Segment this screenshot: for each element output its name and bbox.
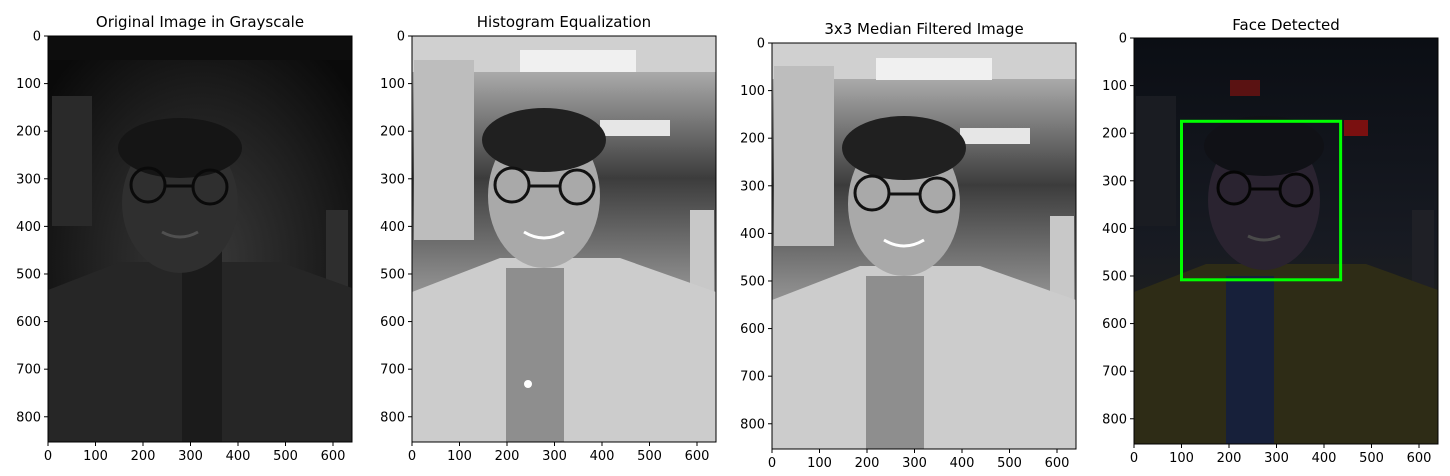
x-axis: 0 100 200 300 400 500 600 bbox=[408, 442, 710, 464]
y-tick-label: 200 bbox=[1102, 127, 1127, 142]
x-tick-label: 500 bbox=[637, 449, 662, 464]
x-tick-label: 300 bbox=[1264, 451, 1289, 466]
y-tick-label: 100 bbox=[380, 77, 405, 92]
x-tick-label: 0 bbox=[1130, 451, 1138, 466]
x-tick-label: 100 bbox=[807, 456, 832, 471]
x-tick-label: 200 bbox=[131, 449, 156, 464]
x-tick-label: 100 bbox=[447, 449, 472, 464]
y-tick-label: 0 bbox=[1119, 32, 1127, 47]
image-color bbox=[1134, 38, 1438, 444]
y-tick-label: 300 bbox=[740, 179, 765, 194]
x-tick-label: 600 bbox=[1045, 456, 1070, 471]
y-tick-label: 800 bbox=[380, 410, 405, 425]
x-tick-label: 100 bbox=[83, 449, 108, 464]
y-tick-label: 600 bbox=[1102, 317, 1127, 332]
face-detection-box bbox=[1180, 119, 1343, 282]
plot-frame bbox=[411, 35, 717, 443]
y-tick-label: 600 bbox=[16, 315, 41, 330]
y-tick-label: 300 bbox=[380, 172, 405, 187]
x-tick-label: 400 bbox=[950, 456, 975, 471]
x-tick-label: 0 bbox=[44, 449, 52, 464]
y-tick-label: 200 bbox=[16, 125, 41, 140]
x-tick-label: 300 bbox=[902, 456, 927, 471]
x-tick-label: 300 bbox=[178, 449, 203, 464]
y-tick-label: 700 bbox=[740, 370, 765, 385]
x-tick-label: 200 bbox=[855, 456, 880, 471]
panel-4: Face Detected 0 100 200 300 400 500 600 0 100 20… bbox=[1102, 16, 1439, 466]
plot-frame bbox=[47, 35, 353, 443]
y-tick-label: 200 bbox=[380, 125, 405, 140]
x-tick-label: 0 bbox=[408, 449, 416, 464]
y-tick-label: 300 bbox=[16, 172, 41, 187]
image-equalized bbox=[412, 36, 716, 442]
plot-frame bbox=[771, 42, 1077, 450]
x-tick-label: 300 bbox=[542, 449, 567, 464]
image-grayscale bbox=[48, 36, 352, 442]
y-tick-label: 400 bbox=[1102, 222, 1127, 237]
y-tick-label: 800 bbox=[16, 410, 41, 425]
x-tick-label: 500 bbox=[1359, 451, 1384, 466]
x-tick-label: 200 bbox=[495, 449, 520, 464]
y-tick-label: 700 bbox=[16, 363, 41, 378]
y-axis: 0 100 200 300 400 500 600 700 800 bbox=[1102, 32, 1134, 427]
y-tick-label: 200 bbox=[740, 132, 765, 147]
y-tick-label: 400 bbox=[380, 220, 405, 235]
x-tick-label: 600 bbox=[321, 449, 346, 464]
y-tick-label: 800 bbox=[740, 417, 765, 432]
y-tick-label: 700 bbox=[380, 363, 405, 378]
x-tick-label: 400 bbox=[1312, 451, 1337, 466]
x-tick-label: 100 bbox=[1169, 451, 1194, 466]
panel-1: Original Image in Grayscale 0 100 200 300 40… bbox=[16, 13, 353, 464]
x-tick-label: 0 bbox=[768, 456, 776, 471]
x-axis: 0 100 200 300 400 500 600 bbox=[44, 442, 346, 464]
y-tick-label: 500 bbox=[1102, 269, 1127, 284]
y-tick-label: 0 bbox=[757, 37, 765, 52]
y-tick-label: 100 bbox=[16, 77, 41, 92]
y-tick-label: 0 bbox=[33, 30, 41, 45]
panel-3: 3x3 Median Filtered Image 0 100 200 300 400 5… bbox=[740, 20, 1077, 471]
y-tick-label: 500 bbox=[380, 267, 405, 282]
x-tick-label: 400 bbox=[590, 449, 615, 464]
y-tick-label: 100 bbox=[740, 84, 765, 99]
x-axis: 0 100 200 300 400 500 600 bbox=[768, 449, 1070, 471]
x-tick-label: 400 bbox=[226, 449, 251, 464]
y-tick-label: 800 bbox=[1102, 412, 1127, 427]
panel-title: 3x3 Median Filtered Image bbox=[824, 20, 1023, 38]
y-tick-label: 0 bbox=[397, 30, 405, 45]
plot-frame bbox=[1133, 37, 1439, 445]
y-tick-label: 400 bbox=[740, 227, 765, 242]
y-tick-label: 600 bbox=[380, 315, 405, 330]
y-tick-label: 500 bbox=[740, 274, 765, 289]
x-tick-label: 600 bbox=[685, 449, 710, 464]
x-tick-label: 200 bbox=[1217, 451, 1242, 466]
y-tick-label: 500 bbox=[16, 267, 41, 282]
y-tick-label: 600 bbox=[740, 322, 765, 337]
y-tick-label: 100 bbox=[1102, 79, 1127, 94]
y-axis: 0 100 200 300 400 500 600 700 800 bbox=[16, 30, 48, 425]
panel-title: Original Image in Grayscale bbox=[96, 13, 304, 31]
panel-title: Face Detected bbox=[1232, 16, 1339, 34]
y-axis: 0 100 200 300 400 500 600 700 800 bbox=[740, 37, 772, 432]
x-tick-label: 500 bbox=[997, 456, 1022, 471]
image-median-filtered bbox=[772, 43, 1076, 449]
x-axis: 0 100 200 300 400 500 600 bbox=[1130, 444, 1432, 466]
x-tick-label: 500 bbox=[273, 449, 298, 464]
x-tick-label: 600 bbox=[1407, 451, 1432, 466]
panel-title: Histogram Equalization bbox=[477, 13, 651, 31]
panel-2: Histogram Equalization 0 100 200 300 400 500 6… bbox=[380, 13, 717, 464]
y-tick-label: 300 bbox=[1102, 174, 1127, 189]
y-axis: 0 100 200 300 400 500 600 700 800 bbox=[380, 30, 412, 425]
y-tick-label: 400 bbox=[16, 220, 41, 235]
y-tick-label: 700 bbox=[1102, 365, 1127, 380]
